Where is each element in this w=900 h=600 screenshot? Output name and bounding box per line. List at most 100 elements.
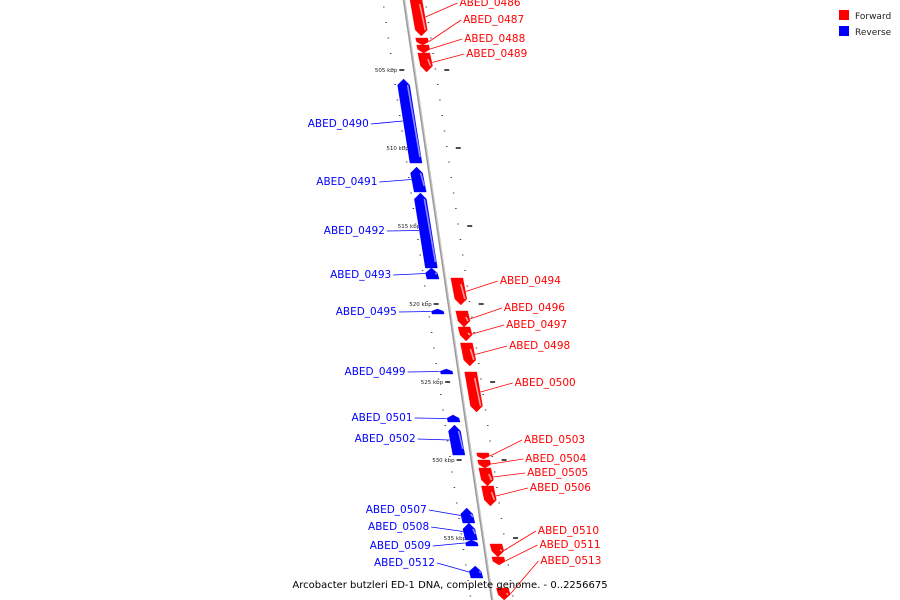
gene-label[interactable]: ABED_0494 [500, 275, 561, 287]
gene-leader [370, 120, 403, 125]
backbone-line [402, 0, 494, 600]
gene-feature-abed-0495[interactable] [431, 308, 445, 315]
gene-leader [495, 487, 529, 497]
gene-leader [503, 530, 537, 551]
gene-shading [423, 198, 437, 263]
gene-feature-abed-0503[interactable] [476, 452, 490, 460]
gene-shading [418, 3, 427, 31]
gene-feature-abed-0505[interactable] [478, 467, 494, 487]
gene-label[interactable]: ABED_0503 [524, 434, 585, 446]
gene-label[interactable]: ABED_0493 [330, 269, 391, 281]
gene-label[interactable]: ABED_0489 [466, 48, 527, 60]
gene-feature-abed-0498[interactable] [460, 342, 477, 367]
gene-leader [475, 345, 508, 355]
gene-label[interactable]: ABED_0508 [368, 521, 429, 533]
gene-label[interactable]: ABED_0506 [530, 482, 591, 494]
gene-shading [505, 592, 509, 596]
gene-label[interactable]: ABED_0486 [459, 0, 520, 9]
gene-feature-abed-0490[interactable] [397, 78, 423, 164]
gene-feature-abed-0487[interactable] [415, 37, 429, 46]
gene-feature-abed-0486[interactable] [409, 0, 428, 37]
gene-label[interactable]: ABED_0498 [509, 340, 570, 352]
gene-label[interactable]: ABED_0510 [538, 525, 599, 537]
tick-label: 525 kbp [421, 380, 444, 386]
gene-label[interactable]: ABED_0497 [506, 319, 567, 331]
gene-feature-abed-0501[interactable] [446, 414, 461, 423]
gene-label[interactable]: ABED_0499 [345, 366, 406, 378]
gene-shading [434, 272, 438, 275]
gene-leader [480, 382, 513, 393]
gene-leader [432, 53, 465, 63]
gene-leader [493, 472, 526, 478]
gene-feature-abed-0504[interactable] [477, 459, 492, 469]
gene-label[interactable]: ABED_0491 [316, 176, 377, 188]
gene-feature-abed-0499[interactable] [440, 368, 454, 375]
gene-shading [470, 513, 474, 518]
gene-label[interactable]: ABED_0504 [525, 453, 586, 465]
legend-reverse-swatch [839, 26, 849, 36]
gene-leader [428, 509, 461, 516]
gene-label[interactable]: ABED_0513 [540, 555, 601, 567]
gene-shading [406, 84, 421, 158]
gene-leader [430, 38, 463, 50]
gene-feature-abed-0489[interactable] [417, 52, 433, 73]
gene-label[interactable]: ABED_0487 [463, 14, 524, 26]
gene-feature-abed-0509[interactable] [465, 539, 479, 547]
gene-leader [505, 544, 538, 562]
gene-feature-abed-0512[interactable] [468, 565, 484, 579]
gene-label[interactable]: ABED_0490 [308, 118, 369, 130]
gene-leader [432, 542, 465, 547]
gene-shading [488, 473, 493, 481]
gene-shading [419, 172, 425, 187]
gene-feature-abed-0497[interactable] [457, 326, 473, 342]
gene-feature-abed-0513[interactable] [496, 587, 511, 600]
gene-leader [407, 371, 440, 373]
gene-label[interactable]: ABED_0501 [351, 412, 412, 424]
gene-feature-abed-0506[interactable] [481, 485, 497, 507]
gene-leader [386, 230, 419, 232]
gene-feature-abed-0502[interactable] [448, 424, 466, 456]
gene-feature-abed-0496[interactable] [455, 310, 471, 328]
backbone-highlight [404, 0, 494, 600]
tick-label: 535 kbp [444, 536, 467, 542]
gene-label[interactable]: ABED_0507 [366, 504, 427, 516]
gene-label[interactable]: ABED_0505 [527, 467, 588, 479]
gene-label[interactable]: ABED_0502 [355, 433, 416, 445]
gene-feature-abed-0494[interactable] [450, 277, 468, 306]
gene-labels: ABED_0486 ABED_0487 ABED_0488 ABED_0489 ABED… [308, 0, 601, 595]
gene-feature-abed-0510[interactable] [489, 543, 505, 558]
gene-leader [393, 273, 426, 276]
gene-feature-abed-0511[interactable] [491, 556, 506, 566]
tick-label: 520 kbp [409, 302, 432, 308]
genome-caption: Arcobacter butzleri ED-1 DNA, complete g… [292, 580, 607, 591]
gene-label[interactable]: ABED_0496 [504, 302, 565, 314]
gene-leader [489, 439, 523, 457]
gene-shading [472, 528, 477, 535]
major-ticks: 505 kbp 510 kbp 515 kbp 520 kbp 525 kbp 530 k… [375, 68, 519, 542]
gene-shading [427, 58, 432, 67]
gene-shading [465, 316, 469, 322]
gene-label[interactable]: ABED_0495 [336, 306, 397, 318]
gene-feature-abed-0488[interactable] [416, 44, 431, 54]
tick-label: 530 kbp [432, 458, 455, 464]
gene-leader [425, 2, 458, 18]
gene-shading [490, 491, 496, 501]
gene-leader [379, 179, 412, 183]
gene-shading [467, 332, 471, 336]
gene-feature-abed-0493[interactable] [425, 267, 440, 280]
gene-label[interactable]: ABED_0500 [515, 377, 576, 389]
genome-backbone [402, 0, 494, 600]
gene-shading [457, 430, 464, 450]
gene-label[interactable]: ABED_0492 [324, 225, 385, 237]
gene-label[interactable]: ABED_0509 [370, 540, 431, 552]
gene-features [397, 0, 511, 600]
gene-feature-abed-0500[interactable] [464, 371, 483, 413]
gene-leader [428, 19, 462, 42]
gene-label[interactable]: ABED_0512 [374, 557, 435, 569]
gene-leader [417, 438, 450, 441]
gene-feature-abed-0508[interactable] [462, 522, 478, 541]
gene-label[interactable]: ABED_0488 [464, 33, 525, 45]
gene-label[interactable]: ABED_0511 [539, 539, 600, 551]
gene-feature-abed-0491[interactable] [410, 166, 427, 193]
gene-leader [414, 417, 447, 419]
